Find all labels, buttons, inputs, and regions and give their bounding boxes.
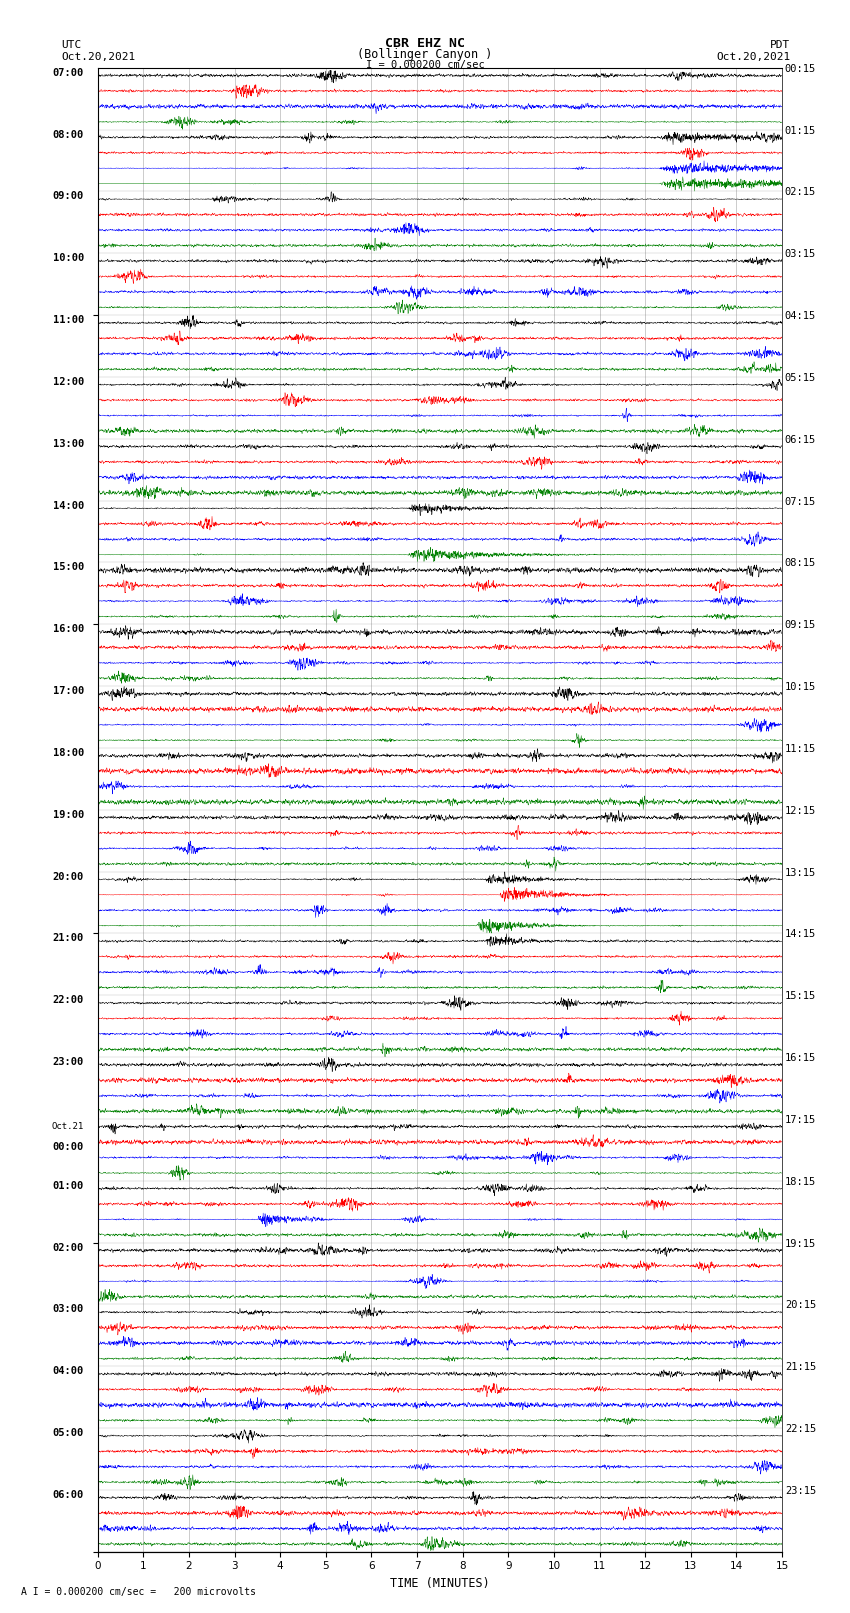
Text: 09:00: 09:00 (53, 192, 84, 202)
Text: 03:00: 03:00 (53, 1305, 84, 1315)
Text: UTC: UTC (61, 40, 82, 50)
Text: 05:00: 05:00 (53, 1428, 84, 1439)
Text: 19:00: 19:00 (53, 810, 84, 819)
Text: 17:00: 17:00 (53, 686, 84, 697)
Text: 23:00: 23:00 (53, 1057, 84, 1068)
Text: Oct.20,2021: Oct.20,2021 (61, 52, 135, 61)
Text: PDT: PDT (770, 40, 790, 50)
Text: I = 0.000200 cm/sec: I = 0.000200 cm/sec (366, 60, 484, 69)
Text: (Bollinger Canyon ): (Bollinger Canyon ) (357, 48, 493, 61)
Text: 13:00: 13:00 (53, 439, 84, 448)
Text: 18:00: 18:00 (53, 748, 84, 758)
Text: 02:00: 02:00 (53, 1242, 84, 1253)
Text: 06:00: 06:00 (53, 1490, 84, 1500)
Text: Oct.21: Oct.21 (52, 1123, 84, 1131)
Text: 04:00: 04:00 (53, 1366, 84, 1376)
X-axis label: TIME (MINUTES): TIME (MINUTES) (390, 1578, 490, 1590)
Text: 11:00: 11:00 (53, 315, 84, 326)
Text: 16:00: 16:00 (53, 624, 84, 634)
Text: 14:00: 14:00 (53, 500, 84, 511)
Text: 08:00: 08:00 (53, 129, 84, 140)
Text: 07:00: 07:00 (53, 68, 84, 77)
Text: 00:00: 00:00 (53, 1142, 84, 1152)
Text: CBR EHZ NC: CBR EHZ NC (385, 37, 465, 50)
Text: 22:00: 22:00 (53, 995, 84, 1005)
Text: 12:00: 12:00 (53, 377, 84, 387)
Text: 15:00: 15:00 (53, 563, 84, 573)
Text: Oct.20,2021: Oct.20,2021 (717, 52, 790, 61)
Text: 01:00: 01:00 (53, 1181, 84, 1190)
Text: A I = 0.000200 cm/sec =   200 microvolts: A I = 0.000200 cm/sec = 200 microvolts (21, 1587, 256, 1597)
Text: 10:00: 10:00 (53, 253, 84, 263)
Text: 20:00: 20:00 (53, 871, 84, 882)
Text: 21:00: 21:00 (53, 934, 84, 944)
